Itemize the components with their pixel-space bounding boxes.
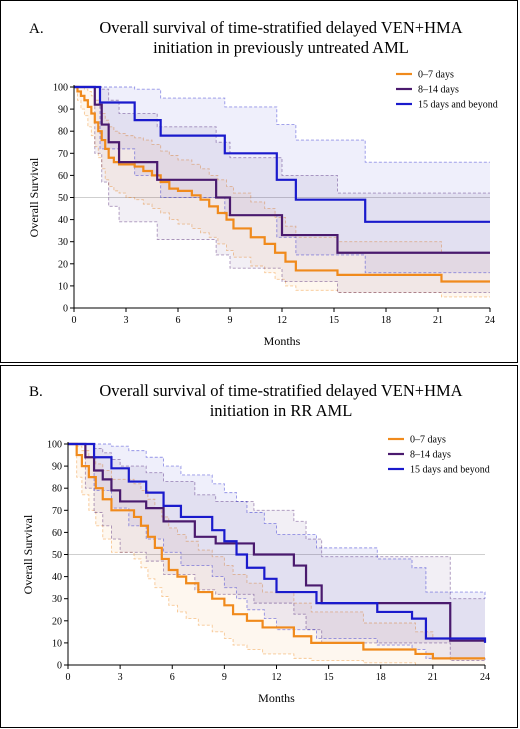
x-tick-label: 3 xyxy=(118,672,123,683)
x-axis-label: Months xyxy=(258,691,295,705)
lower-ci-series-1 xyxy=(68,443,485,666)
upper-ci-series-2 xyxy=(68,443,485,600)
survival-curve-series-3 xyxy=(68,442,487,643)
lower-ci-series-2 xyxy=(74,86,490,293)
x-tick-label: 12 xyxy=(277,315,287,326)
confidence-band-series-1 xyxy=(74,87,490,297)
x-tick-label: 24 xyxy=(480,672,490,683)
y-tick-label: 60 xyxy=(52,528,62,539)
y-tick-label: 50 xyxy=(52,550,62,561)
panel-a-title-line1: Overall survival of time-stratified dela… xyxy=(99,18,463,37)
x-tick-label: 9 xyxy=(222,672,227,683)
panel-a: A. Overall survival of time-stratified d… xyxy=(0,0,518,363)
panel-b: B. Overall survival of time-stratified d… xyxy=(0,365,518,728)
confidence-band-series-1 xyxy=(68,444,485,665)
y-tick-label: 20 xyxy=(58,259,68,270)
y-tick-label: 30 xyxy=(58,237,68,248)
x-tick-label: 24 xyxy=(485,315,495,326)
x-tick-label: 21 xyxy=(428,672,438,683)
upper-ci-series-1 xyxy=(74,86,490,254)
legend-label-series-3: 15 days and beyond xyxy=(410,465,490,476)
x-tick-label: 21 xyxy=(433,315,443,326)
survival-chart-b: 0 10 20 30 40 50 60 70 80 90 100 0 3 6 9 12 15 18 21 24 Mont… xyxy=(21,435,490,706)
x-tick-label: 12 xyxy=(272,672,282,683)
legend-label-series-2: 8–14 days xyxy=(410,450,451,461)
survival-curve-series-2 xyxy=(74,85,490,254)
lower-ci-series-2 xyxy=(68,443,485,662)
y-tick-label: 10 xyxy=(58,281,68,292)
y-tick-label: 0 xyxy=(63,304,68,315)
panel-b-title: Overall survival of time-stratified dela… xyxy=(61,381,501,421)
x-tick-label: 18 xyxy=(381,315,391,326)
survival-curve-series-1 xyxy=(74,85,490,283)
y-tick-label: 80 xyxy=(52,484,62,495)
survival-curve-series-1 xyxy=(68,442,485,660)
confidence-band-series-3 xyxy=(68,444,485,661)
x-tick-label: 9 xyxy=(228,315,233,326)
y-tick-label: 40 xyxy=(58,215,68,226)
y-tick-label: 50 xyxy=(58,193,68,204)
upper-ci-series-3 xyxy=(68,443,486,599)
y-axis-label: Overall Survival xyxy=(27,157,41,237)
y-tick-label: 30 xyxy=(52,594,62,605)
survival-chart-a: 0 10 20 30 40 50 60 70 80 90 100 0 3 6 9 12 15 18 21 24 Mont… xyxy=(27,70,498,349)
upper-ci-series-2 xyxy=(74,86,490,194)
legend-label-series-1: 0–7 days xyxy=(418,70,454,81)
y-tick-label: 10 xyxy=(52,638,62,649)
y-tick-label: 90 xyxy=(58,105,68,116)
x-tick-label: 6 xyxy=(170,672,175,683)
confidence-band-series-2 xyxy=(68,444,485,661)
panel-b-title-line1: Overall survival of time-stratified dela… xyxy=(99,381,463,400)
y-tick-label: 80 xyxy=(58,127,68,138)
y-tick-label: 0 xyxy=(57,661,62,672)
y-tick-label: 90 xyxy=(52,462,62,473)
panel-b-label: B. xyxy=(29,384,43,400)
x-axis-label: Months xyxy=(264,334,301,348)
upper-ci-series-3 xyxy=(74,86,490,163)
legend-label-series-1: 0–7 days xyxy=(410,435,446,446)
legend-label-series-3: 15 days and beyond xyxy=(418,100,498,111)
x-tick-label: 15 xyxy=(324,672,334,683)
survival-curve-series-3 xyxy=(74,85,490,223)
lower-ci-series-3 xyxy=(74,86,490,274)
y-tick-label: 20 xyxy=(52,616,62,627)
panel-a-label: A. xyxy=(29,21,44,37)
x-tick-label: 6 xyxy=(176,315,181,326)
upper-ci-series-1 xyxy=(68,443,485,639)
x-tick-label: 0 xyxy=(72,315,77,326)
y-axis-label: Overall Survival xyxy=(21,514,35,594)
y-tick-label: 40 xyxy=(52,572,62,583)
x-tick-label: 0 xyxy=(66,672,71,683)
panel-a-title: Overall survival of time-stratified dela… xyxy=(61,18,501,58)
x-tick-label: 18 xyxy=(376,672,386,683)
confidence-band-series-2 xyxy=(74,87,490,293)
legend-label-series-2: 8–14 days xyxy=(418,85,459,96)
y-tick-label: 60 xyxy=(58,171,68,182)
lower-ci-series-3 xyxy=(68,443,486,661)
x-tick-label: 3 xyxy=(124,315,129,326)
survival-curve-series-2 xyxy=(68,442,485,642)
y-tick-label: 100 xyxy=(47,440,62,451)
panel-a-title-line2: initiation in previously untreated AML xyxy=(153,38,409,57)
y-tick-label: 70 xyxy=(58,149,68,160)
panel-b-title-line2: initiation in RR AML xyxy=(209,401,353,420)
x-tick-label: 15 xyxy=(329,315,339,326)
y-tick-label: 100 xyxy=(53,83,68,94)
y-tick-label: 70 xyxy=(52,506,62,517)
